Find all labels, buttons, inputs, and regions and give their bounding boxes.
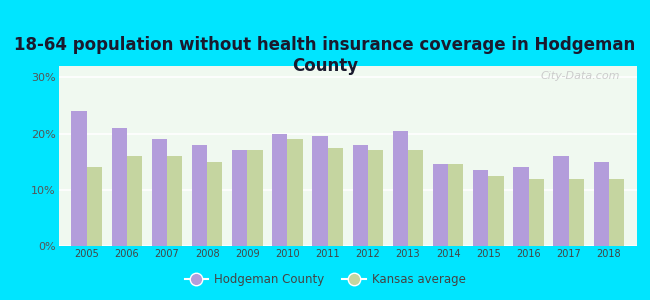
Bar — [151, 139, 167, 246]
Bar — [408, 150, 423, 246]
Bar — [112, 128, 127, 246]
Text: 18-64 population without health insurance coverage in Hodgeman
County: 18-64 population without health insuranc… — [14, 36, 636, 75]
Bar — [72, 111, 86, 246]
Bar — [313, 136, 328, 246]
Bar — [569, 178, 584, 246]
Bar — [473, 170, 488, 246]
Bar — [328, 148, 343, 246]
Bar — [448, 164, 463, 246]
Bar — [609, 178, 624, 246]
Bar — [368, 150, 383, 246]
Legend: Hodgeman County, Kansas average: Hodgeman County, Kansas average — [180, 269, 470, 291]
Bar — [192, 145, 207, 246]
Bar — [167, 156, 182, 246]
Bar — [127, 156, 142, 246]
Text: City-Data.com: City-Data.com — [540, 71, 619, 81]
Bar — [393, 131, 408, 246]
Bar — [207, 162, 222, 246]
Bar — [553, 156, 569, 246]
Bar — [528, 178, 544, 246]
Bar — [433, 164, 448, 246]
Bar — [593, 162, 609, 246]
Bar — [287, 139, 303, 246]
Bar — [488, 176, 504, 246]
Bar — [232, 150, 247, 246]
Bar — [272, 134, 287, 246]
Bar — [352, 145, 368, 246]
Bar — [247, 150, 263, 246]
Bar — [86, 167, 102, 246]
Bar — [514, 167, 528, 246]
